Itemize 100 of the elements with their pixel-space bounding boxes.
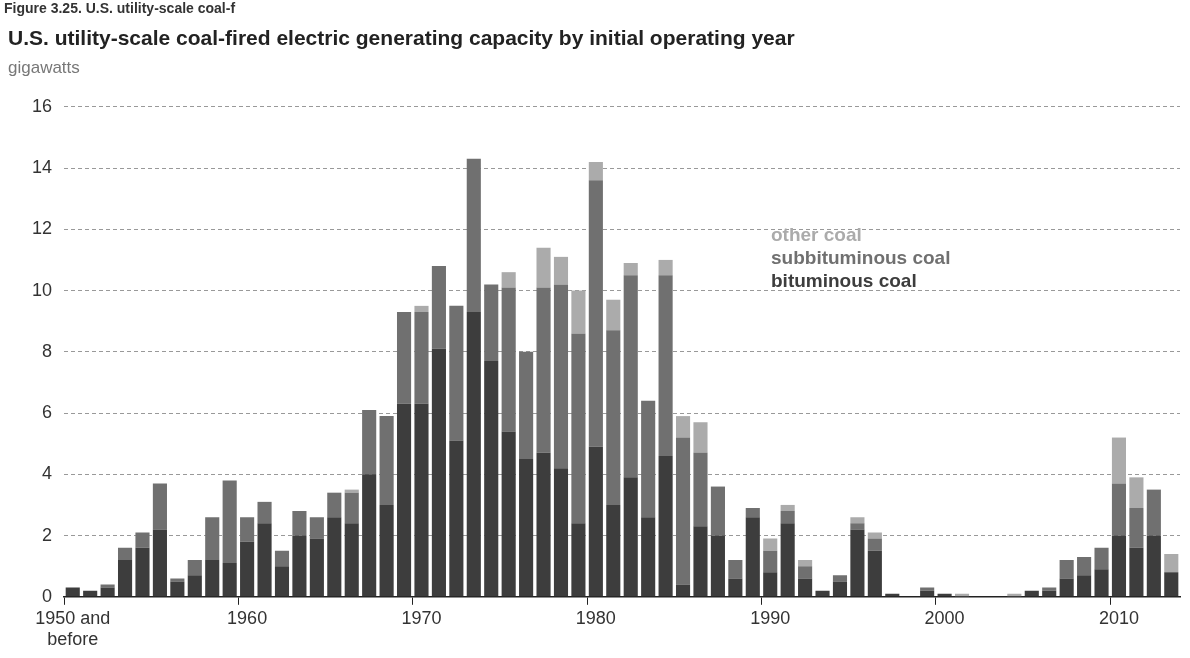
bar (553, 284, 569, 469)
bar (240, 517, 255, 542)
bar (170, 578, 185, 582)
bar (1129, 477, 1144, 508)
bar (205, 560, 220, 597)
bar (414, 305, 429, 312)
text: other coal (771, 222, 863, 246)
bar (780, 523, 795, 597)
bar (745, 507, 760, 518)
bar (623, 275, 638, 478)
bar (187, 560, 202, 576)
bar (710, 486, 725, 536)
bar (536, 287, 551, 453)
bar (152, 529, 167, 597)
bar (309, 517, 324, 539)
caption: Figure 3.25. U.S. utility-scale coal-f (4, 0, 236, 16)
x-tick-label: 1960 (227, 607, 268, 628)
x-tick-label: 1970 (401, 607, 442, 628)
y-tick-label: 0 (42, 585, 53, 606)
bar (117, 560, 133, 597)
bar (780, 511, 795, 524)
y-tick-label: 4 (42, 463, 53, 484)
y-tick-label: 2 (42, 524, 53, 545)
bar (588, 446, 603, 597)
bar (832, 581, 848, 597)
bar (170, 581, 185, 597)
bar (536, 452, 551, 597)
bar (641, 400, 656, 518)
bar (850, 517, 865, 524)
bar (519, 351, 534, 459)
bar (1146, 535, 1161, 597)
bar (693, 422, 708, 453)
bar (379, 504, 394, 597)
bar (274, 550, 290, 567)
bar (658, 275, 673, 456)
bar (850, 523, 865, 530)
bar (1164, 572, 1179, 597)
bar (1042, 587, 1057, 591)
bar (815, 590, 830, 597)
bar (257, 501, 272, 524)
y-tick-label: 12 (31, 218, 53, 239)
bar (763, 550, 778, 573)
bar (1077, 575, 1092, 597)
bar (222, 480, 237, 564)
bar (571, 290, 586, 334)
bar (850, 529, 865, 597)
bar (344, 523, 359, 597)
y-axis-title: gigawatts (8, 58, 80, 78)
bar (571, 523, 586, 597)
bar (763, 572, 778, 597)
bar (1094, 569, 1109, 597)
x-tick-label: 1990 (750, 607, 791, 628)
bar (693, 526, 708, 597)
bar (484, 284, 499, 361)
y-tick-label: 8 (42, 340, 53, 361)
bar (1146, 489, 1161, 536)
bar (187, 575, 202, 597)
text: bituminous coal (771, 268, 918, 292)
bar (362, 474, 377, 597)
bar (65, 587, 80, 597)
bar (362, 409, 377, 475)
y-tick-label: 10 (31, 279, 53, 300)
bar (832, 575, 848, 582)
bar (100, 587, 115, 597)
bar (780, 504, 795, 512)
x-tick-label: 1980 (575, 607, 616, 628)
text: subbituminous coal (771, 245, 951, 269)
bar (501, 431, 516, 597)
bar (1111, 437, 1127, 484)
bar (588, 180, 603, 447)
bar (623, 477, 638, 597)
bar (920, 587, 935, 591)
bar (344, 489, 359, 493)
bar (675, 416, 691, 438)
bar (710, 535, 725, 597)
bar (292, 535, 307, 597)
bar (536, 247, 551, 288)
bar (728, 578, 743, 597)
bar (396, 403, 412, 597)
bar (728, 560, 743, 579)
bar (449, 305, 464, 441)
bar (606, 330, 621, 505)
bar (675, 584, 691, 597)
bar (571, 333, 586, 524)
bar (431, 348, 446, 597)
bar (1129, 547, 1144, 597)
bar (414, 403, 429, 597)
bar (152, 483, 167, 530)
y-tick-label: 6 (42, 402, 53, 423)
bar (1164, 553, 1179, 573)
bar (222, 563, 237, 597)
bar (1059, 560, 1074, 579)
bar (205, 517, 220, 561)
bar (693, 452, 708, 527)
bar (763, 538, 778, 551)
bar (100, 584, 115, 588)
bar (658, 259, 673, 276)
bar (553, 468, 569, 597)
bar (449, 440, 464, 597)
bar (867, 532, 882, 539)
